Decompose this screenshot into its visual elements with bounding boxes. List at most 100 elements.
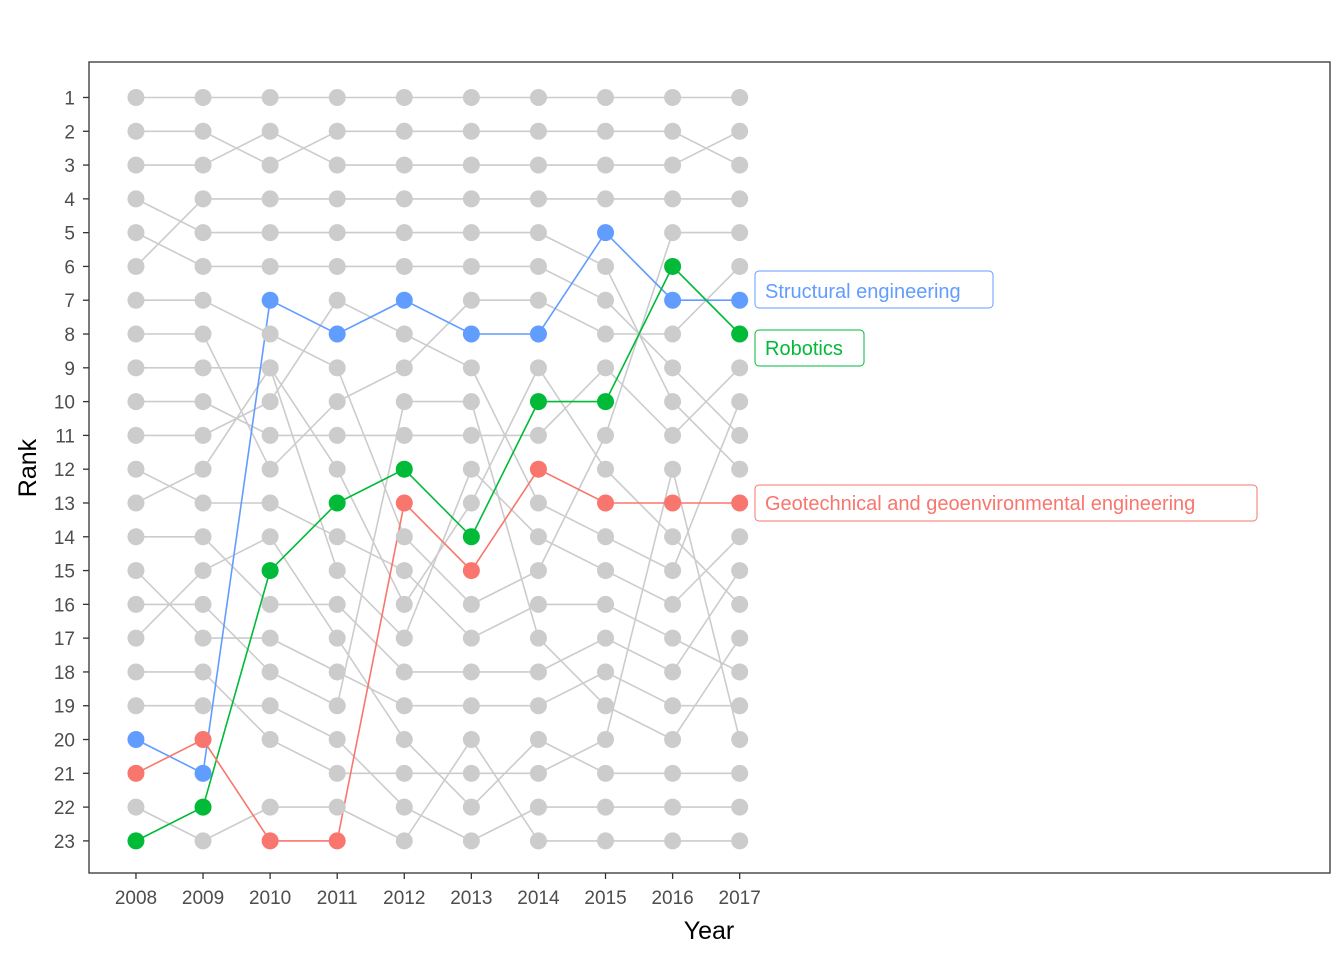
background-series-line [136,366,741,606]
background-point [597,528,615,546]
background-point [462,595,480,613]
y-tick-label: 6 [64,257,75,278]
background-point [395,224,413,242]
background-point [529,562,547,580]
background-point [127,291,145,309]
background-point [127,156,145,174]
background-point [462,832,480,850]
background-point [529,257,547,275]
background-point [261,325,279,343]
background-point [328,562,346,580]
background-point [194,88,212,106]
background-point [731,562,749,580]
background-point [328,190,346,208]
y-tick-label: 13 [54,494,75,515]
background-point [462,764,480,782]
background-point [127,528,145,546]
y-tick-label: 23 [54,832,75,853]
background-point [261,359,279,377]
background-point [261,528,279,546]
background-point [731,257,749,275]
background-point [261,494,279,512]
background-point [194,663,212,681]
background-point [462,494,480,512]
series-line-robotics [135,265,741,842]
background-point [328,595,346,613]
background-point [261,190,279,208]
point-structural-engineering [664,291,682,309]
point-robotics [127,832,145,850]
background-point [395,663,413,681]
background-point [328,731,346,749]
background-point [731,697,749,715]
callout-box [754,329,865,367]
point-robotics [731,325,749,343]
x-axis: 2008 2009 2010 2011 2012 2013 2014 2015 2016 2017 [115,873,761,909]
background-point [261,595,279,613]
background-point [328,359,346,377]
callout-robotics: Robotics [754,329,865,367]
callout-label: Robotics [765,338,843,360]
x-tick-label: 2015 [584,888,626,909]
background-point [597,595,615,613]
background-point [529,528,547,546]
background-point [261,460,279,478]
background-point [731,764,749,782]
background-point [194,393,212,411]
point-geotechnical-and-geoenvironmental-engineering [395,494,413,512]
background-point [194,697,212,715]
y-tick-label: 12 [54,460,75,481]
background-point [194,122,212,140]
background-point [731,460,749,478]
background-point [597,663,615,681]
background-point [529,595,547,613]
y-axis-title: Rank [14,438,42,497]
background-point [597,156,615,174]
y-tick-label: 2 [64,122,75,143]
callout-structural-engineering: Structural engineering [754,270,994,309]
point-structural-engineering [597,224,615,242]
background-point [194,528,212,546]
background-point [127,257,145,275]
x-axis-title: Year [684,917,735,945]
background-point [194,257,212,275]
background-point [529,697,547,715]
y-tick-label: 3 [64,156,75,177]
background-point [529,663,547,681]
background-point [127,393,145,411]
background-point [664,697,682,715]
background-point [529,88,547,106]
background-point [731,426,749,444]
background-point [664,663,682,681]
background-point [194,460,212,478]
background-point [462,122,480,140]
background-point [127,122,145,140]
background-point [731,629,749,647]
point-robotics [395,460,413,478]
background-series-line [135,468,741,673]
y-tick-label: 9 [64,359,75,380]
background-point [664,426,682,444]
y-tick-label: 19 [54,697,75,718]
background-point [194,156,212,174]
background-point [664,393,682,411]
point-structural-engineering [194,764,212,782]
background-point [731,156,749,174]
background-point [664,156,682,174]
background-point [395,528,413,546]
callout-box [754,270,994,309]
background-point [731,359,749,377]
point-structural-engineering [395,291,413,309]
point-robotics [664,257,682,275]
point-robotics [529,393,547,411]
background-point [395,393,413,411]
background-point [328,697,346,715]
background-series-line [135,198,740,267]
y-tick-label: 17 [54,629,75,650]
background-point [395,798,413,816]
y-tick-label: 4 [64,190,75,211]
background-point [328,629,346,647]
background-point [261,697,279,715]
background-point [462,798,480,816]
background-point [529,359,547,377]
